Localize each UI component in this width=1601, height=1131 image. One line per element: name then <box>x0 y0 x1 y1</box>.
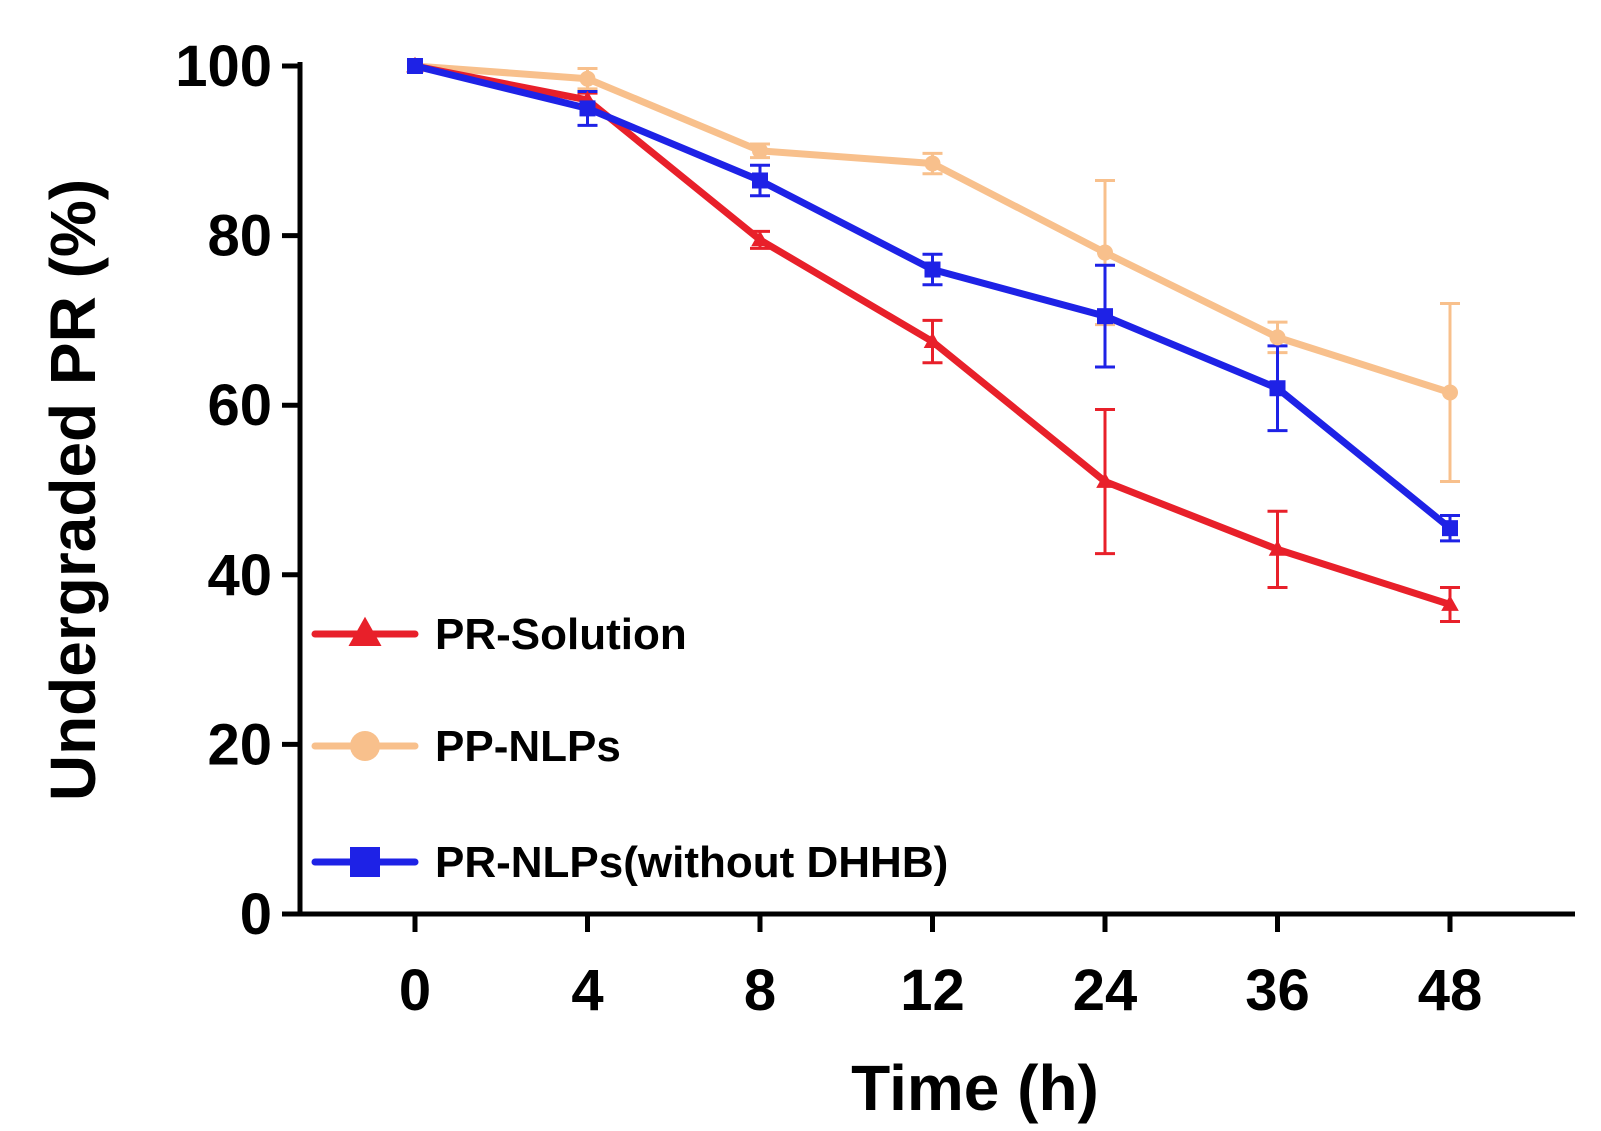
y-ticks: 0 20 40 60 80 100 <box>175 34 300 947</box>
x-tick-label: 8 <box>744 958 776 1023</box>
legend-entry-pr-solution: PR-Solution <box>311 610 687 659</box>
pr-nlps-without-dhhb-point <box>1269 380 1286 397</box>
pr-solution-point <box>923 332 942 348</box>
legend: PR-Solution PP-NLPs PR-NLPs(without DHHB) <box>311 610 948 887</box>
y-tick-label: 0 <box>240 882 272 947</box>
x-tick-label: 4 <box>571 958 603 1023</box>
x-tick-label: 12 <box>900 958 965 1023</box>
pr-solution-point <box>1268 540 1287 556</box>
pr-solution-point <box>1441 595 1459 611</box>
legend-swatch-marker <box>348 616 382 646</box>
legend-swatch-marker <box>350 847 380 877</box>
y-tick-label: 80 <box>207 204 272 269</box>
legend-entry-pp-nlps: PP-NLPs <box>311 722 621 771</box>
pp-nlps-point <box>752 142 768 159</box>
legend-swatch-marker <box>350 731 380 761</box>
error-bars <box>577 67 1460 623</box>
x-tick-label: 36 <box>1245 958 1310 1023</box>
series-markers <box>406 56 1459 611</box>
pr-nlps-without-dhhb-point <box>579 100 596 117</box>
x-tick-label: 48 <box>1418 958 1483 1023</box>
x-tick-label: 0 <box>399 958 431 1023</box>
y-tick-label: 40 <box>207 543 272 608</box>
legend-label: PP-NLPs <box>435 722 621 771</box>
y-tick-label: 60 <box>207 373 272 438</box>
x-tick-label: 24 <box>1073 958 1138 1023</box>
y-tick-label: 100 <box>175 34 272 99</box>
pr-nlps-without-dhhb-point <box>924 261 941 278</box>
pp-nlps-point <box>924 155 941 172</box>
pr-nlps-without-dhhb-point <box>1097 308 1113 325</box>
legend-label: PR-NLPs(without DHHB) <box>435 838 948 887</box>
pr-nlps-without-dhhb-point <box>407 58 423 74</box>
pp-nlps-point <box>1269 329 1286 346</box>
pr-solution-point <box>751 230 769 247</box>
x-axis-title: Time (h) <box>851 1052 1099 1124</box>
y-tick-label: 20 <box>207 712 272 777</box>
pp-nlps-point <box>579 70 596 87</box>
y-axis-title: Undergraded PR (%) <box>37 179 109 801</box>
legend-label: PR-Solution <box>435 610 687 659</box>
pr-nlps-without-dhhb-point <box>1442 520 1458 537</box>
pp-nlps-point <box>1442 384 1458 401</box>
pr-nlps-without-dhhb-point <box>752 172 768 189</box>
axes <box>297 62 1575 917</box>
pr-nlps-without-dhhb-line <box>411 62 1454 532</box>
pp-nlps-point <box>1097 244 1113 261</box>
pr-solution-point <box>1096 472 1114 488</box>
legend-entry-pr-nlps-without-dhhb: PR-NLPs(without DHHB) <box>311 838 948 887</box>
x-ticks: 0 4 8 12 24 36 48 <box>399 914 1482 1023</box>
